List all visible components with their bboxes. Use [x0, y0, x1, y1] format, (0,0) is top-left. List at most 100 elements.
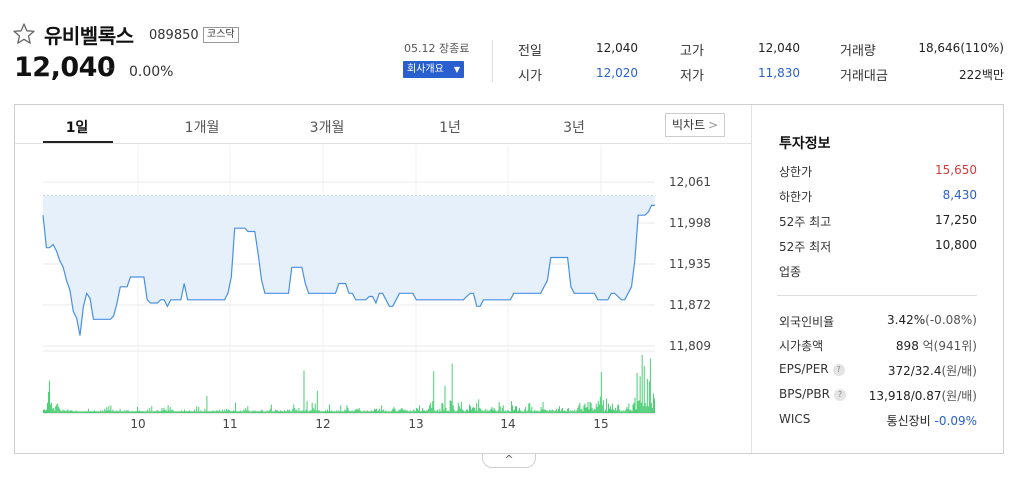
volume-bar: [457, 402, 459, 413]
volume-bar: [137, 407, 138, 413]
company-overview-label: 회사개요: [407, 64, 444, 75]
volume-bar: [337, 411, 339, 413]
x-tick-label: 11: [222, 417, 237, 431]
volume-bar: [595, 403, 597, 413]
help-icon[interactable]: ?: [833, 389, 846, 401]
volume-bar: [116, 410, 118, 413]
invest-value-extra: (원/배): [941, 389, 978, 403]
volume-bar: [88, 411, 90, 413]
volume-bar: [342, 411, 344, 413]
quote-label-open: 시가: [518, 69, 542, 84]
volume-bar: [56, 404, 58, 413]
volume-bar: [199, 411, 201, 413]
volume-bar: [160, 411, 162, 413]
volume-bar: [329, 404, 330, 413]
volume-bar: [552, 410, 554, 413]
volume-bar: [305, 409, 307, 413]
volume-bar: [57, 403, 59, 413]
volume-bar: [643, 366, 645, 413]
volume-bar: [408, 411, 410, 413]
volume-bar: [459, 408, 461, 413]
company-overview-button[interactable]: 회사개요 ▼: [403, 61, 464, 78]
volume-bar: [650, 402, 652, 413]
volume-bar: [554, 410, 556, 413]
invest-info-title: 투자정보: [779, 136, 831, 152]
volume-bar: [590, 402, 592, 413]
volume-bar: [317, 410, 319, 413]
volume-bar: [517, 411, 518, 413]
volume-bar: [188, 411, 189, 413]
volume-bar: [362, 411, 364, 413]
volume-bar: [217, 411, 219, 413]
tab-3month[interactable]: 3개월: [309, 120, 345, 136]
tab-1year[interactable]: 1년: [439, 120, 461, 136]
volume-bar: [548, 409, 550, 413]
volume-bar: [121, 411, 123, 413]
volume-bar: [290, 411, 292, 413]
volume-bar: [316, 390, 318, 413]
volume-bar: [420, 411, 421, 413]
volume-bar: [239, 411, 241, 413]
volume-bar: [469, 404, 470, 413]
volume-bar: [573, 411, 575, 413]
volume-bar: [205, 411, 207, 413]
volume-bar: [481, 410, 483, 413]
volume-bar: [516, 406, 517, 413]
tab-1day[interactable]: 1일: [65, 120, 89, 136]
volume-bar: [190, 411, 192, 413]
volume-bar: [583, 405, 585, 413]
volume-bar: [78, 411, 80, 413]
volume-bar: [586, 407, 588, 413]
volume-bar: [76, 411, 78, 413]
collapse-button[interactable]: ^: [482, 454, 536, 468]
volume-bar: [262, 411, 264, 413]
volume-bar: [223, 409, 225, 413]
volume-bar: [119, 408, 121, 413]
volume-bar: [545, 410, 547, 413]
volume-bar: [557, 408, 559, 413]
volume-bar: [185, 411, 186, 413]
volume-bar: [527, 410, 529, 413]
invest-value-main: 통신장비: [886, 414, 931, 428]
volume-bar: [313, 409, 315, 413]
tab-3year[interactable]: 3년: [563, 120, 585, 136]
invest-label-text: EPS/PER: [779, 362, 829, 376]
volume-bar: [556, 411, 558, 413]
big-chart-button[interactable]: 빅차트 >: [665, 113, 725, 137]
volume-bar: [524, 409, 526, 413]
volume-bar: [218, 409, 220, 413]
quote-label-high: 고가: [680, 44, 704, 59]
volume-bar: [593, 408, 595, 413]
help-icon[interactable]: ?: [832, 364, 845, 376]
star-icon[interactable]: [12, 22, 36, 46]
volume-bar: [326, 411, 327, 413]
volume-bar: [245, 407, 247, 413]
volume-bar: [550, 410, 552, 413]
volume-bar: [632, 404, 634, 413]
invest-label: 시가총액: [779, 337, 823, 354]
volume-bar: [391, 410, 393, 413]
invest-value: 10,800: [935, 238, 977, 252]
volume-bar: [616, 410, 618, 413]
volume-bar: [563, 411, 564, 413]
volume-bar: [465, 409, 467, 413]
volume-bar: [328, 411, 329, 413]
volume-bar: [248, 410, 250, 413]
volume-bar: [52, 408, 54, 413]
volume-bar: [542, 401, 544, 413]
volume-bar: [324, 410, 326, 413]
invest-label: WICS: [779, 412, 810, 426]
tab-1month[interactable]: 1개월: [184, 120, 220, 136]
volume-bar: [530, 410, 532, 413]
volume-bar: [403, 410, 405, 413]
volume-bar: [196, 406, 198, 413]
volume-bar: [350, 411, 352, 413]
volume-bar: [361, 411, 363, 413]
volume-bar: [518, 410, 520, 413]
volume-bar: [55, 406, 57, 413]
price-chart[interactable]: 12,061 11,998 11,935 11,872 11,809 10 11 12 13 14…: [15, 105, 751, 453]
invest-value: 통신장비 -0.09%: [887, 412, 977, 429]
volume-bar: [606, 411, 608, 413]
volume-bar: [92, 411, 93, 413]
volume-bar: [642, 406, 644, 413]
